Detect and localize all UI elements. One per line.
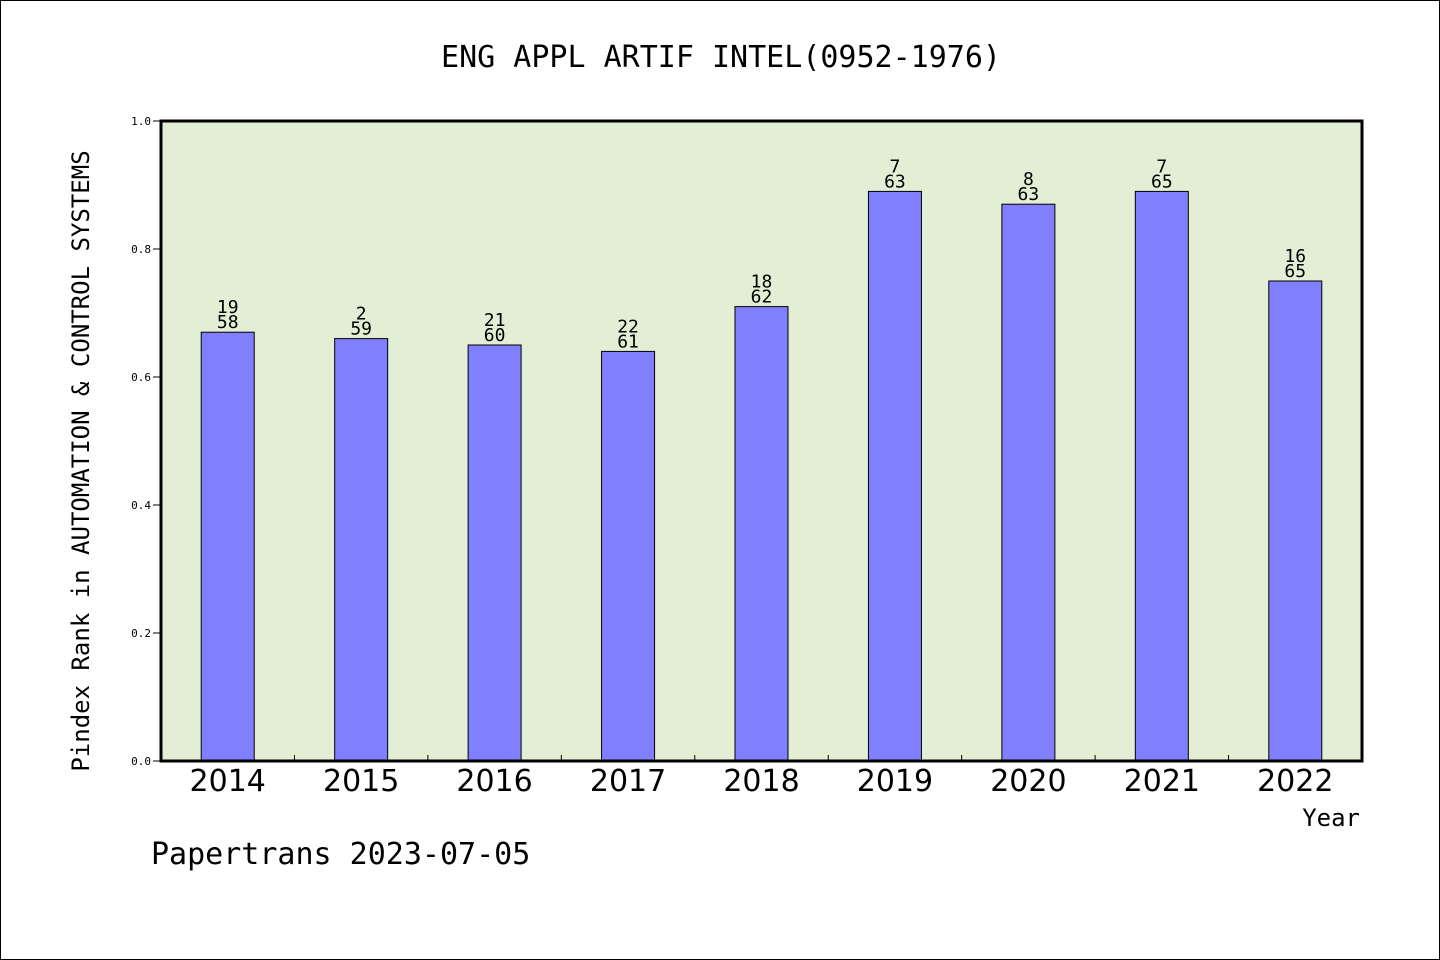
bar-2018 xyxy=(734,306,789,762)
bar-label-top-2019: 7 xyxy=(890,156,901,177)
x-tick-label-2018: 2018 xyxy=(723,764,799,799)
bar-2020 xyxy=(1001,203,1056,762)
x-tick-label-2017: 2017 xyxy=(590,764,666,799)
y-tick-label: 0.8 xyxy=(131,243,151,256)
bar-label-top-2018: 18 xyxy=(751,272,773,293)
y-tick-label: 0.4 xyxy=(131,499,151,512)
x-tick-label-2021: 2021 xyxy=(1124,764,1200,799)
x-axis-label: Year xyxy=(1302,804,1360,832)
bar-label-bottom-2021: 65 xyxy=(1151,171,1173,192)
y-axis: 0.0 0.2 0.4 0.6 0.8 1.0 xyxy=(131,115,161,768)
footer-credit: Papertrans 2023-07-05 xyxy=(151,837,530,872)
bar-label-top-2017: 22 xyxy=(617,316,639,337)
bar-label-bottom-2017: 61 xyxy=(617,331,639,352)
y-tick-label: 0.2 xyxy=(131,627,151,640)
bar-label-bottom-2022: 65 xyxy=(1284,261,1306,282)
x-tick-label-2020: 2020 xyxy=(990,764,1066,799)
x-tick-label-2016: 2016 xyxy=(456,764,532,799)
plot-frame xyxy=(159,119,1364,763)
bar-2022 xyxy=(1268,280,1323,762)
bars-group xyxy=(200,190,1323,762)
bar-label-top-2020: 8 xyxy=(1023,169,1034,190)
y-tick-label: 0.0 xyxy=(131,755,151,768)
bar-2017 xyxy=(601,350,656,762)
bar-label-bottom-2016: 60 xyxy=(484,325,506,346)
bar-2019 xyxy=(867,190,922,762)
x-tick-label-2014: 2014 xyxy=(190,764,266,799)
bar-label-top-2016: 21 xyxy=(484,310,506,331)
bar-label-bottom-2020: 63 xyxy=(1018,184,1040,205)
bar-label-top-2022: 16 xyxy=(1284,246,1306,267)
bar-2016 xyxy=(467,344,522,762)
bar-label-bottom-2014: 58 xyxy=(217,312,239,333)
y-tick-label: 1.0 xyxy=(131,115,151,128)
bar-label-bottom-2018: 62 xyxy=(751,287,773,308)
bar-label-top-2015: 2 xyxy=(356,304,367,325)
bar-2021 xyxy=(1134,190,1189,762)
bar-2014 xyxy=(200,331,255,762)
bar-label-bottom-2019: 63 xyxy=(884,171,906,192)
bar-label-top-2014: 19 xyxy=(217,297,239,318)
y-axis-label: Pindex Rank in AUTOMATION & CONTROL SYST… xyxy=(67,150,95,771)
chart-title: ENG APPL ARTIF INTEL(0952-1976) xyxy=(441,40,1001,75)
bar-label-bottom-2015: 59 xyxy=(350,319,372,340)
bar-2015 xyxy=(334,338,389,762)
y-tick-label: 0.6 xyxy=(131,371,151,384)
bar-label-top-2021: 7 xyxy=(1156,156,1167,177)
x-tick-label-2019: 2019 xyxy=(857,764,933,799)
x-tick-label-2015: 2015 xyxy=(323,764,399,799)
x-tick-label-2022: 2022 xyxy=(1257,764,1333,799)
x-axis: 2014 2015 2016 2017 2018 2019 2020 2021 2022 xyxy=(190,755,1333,799)
